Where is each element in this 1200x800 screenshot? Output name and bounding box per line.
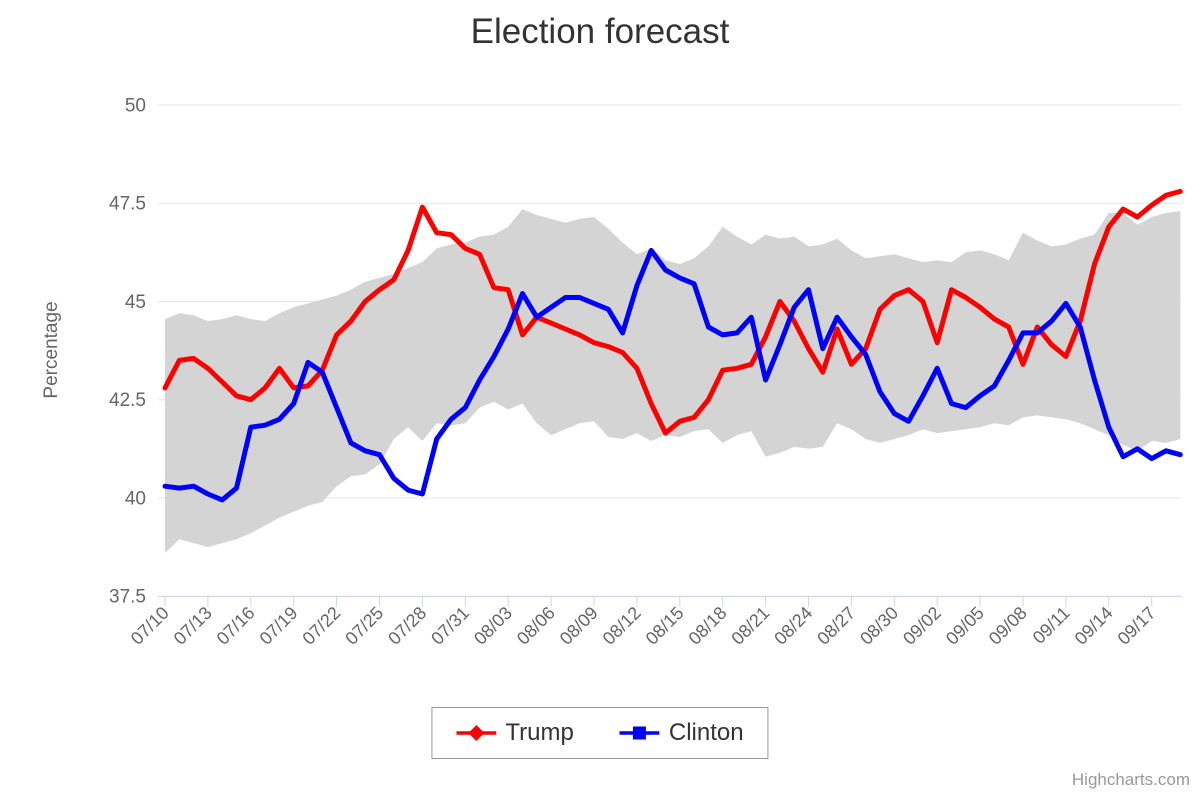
y-tick-label: 42.5 [109,390,146,411]
x-tick-label: 07/19 [256,603,302,649]
y-tick-label: 40 [125,488,146,509]
x-tick-label: 07/28 [384,603,430,649]
x-tick-label: 09/11 [1029,603,1074,648]
x-tick-label: 08/27 [813,603,859,649]
x-tick-label: 08/24 [770,603,816,649]
x-tick-label: 08/06 [513,603,559,649]
x-tick-label: 08/18 [685,603,731,649]
y-tick-label: 50 [125,95,146,116]
x-tick-label: 09/08 [985,603,1031,649]
legend-item-clinton[interactable]: Clinton [619,719,744,747]
x-tick-label: 07/25 [341,603,387,649]
x-tick-label: 09/17 [1114,603,1160,649]
x-tick-label: 07/16 [213,603,259,649]
x-tick-label: 09/05 [942,603,988,649]
x-tick-label: 07/10 [127,603,173,649]
legend-label-clinton: Clinton [668,719,744,746]
legend-item-trump[interactable]: Trump [456,719,574,747]
clinton-line[interactable] [162,247,1183,503]
y-tick-label: 45 [125,292,146,313]
x-tick-label: 07/13 [170,603,216,649]
clinton-square-icon [619,726,660,740]
x-tick-label: 08/03 [470,603,516,649]
x-tick-label: 08/09 [556,603,602,649]
x-tick-label: 07/22 [298,603,344,649]
confidence-band [165,209,1181,553]
x-tick-label: 07/31 [427,603,473,649]
legend-label-trump: Trump [505,719,574,746]
legend: Trump Clinton [431,707,769,759]
x-tick-label: 08/30 [856,603,902,649]
x-tick-label: 09/14 [1071,603,1117,649]
chart-title: Election forecast [470,12,730,51]
x-tick-label: 09/02 [899,603,945,649]
x-tick-label: 08/21 [727,603,773,649]
x-tick-label: 08/12 [599,603,645,649]
y-tick-label: 47.5 [109,194,146,215]
trump-line[interactable] [162,188,1183,436]
y-axis-title: Percentage [41,301,62,398]
x-tick-label: 08/15 [642,603,688,649]
y-tick-label: 37.5 [109,587,146,608]
trump-diamond-icon [456,725,497,741]
highcharts-credit-link[interactable]: Highcharts.com [1071,770,1190,789]
